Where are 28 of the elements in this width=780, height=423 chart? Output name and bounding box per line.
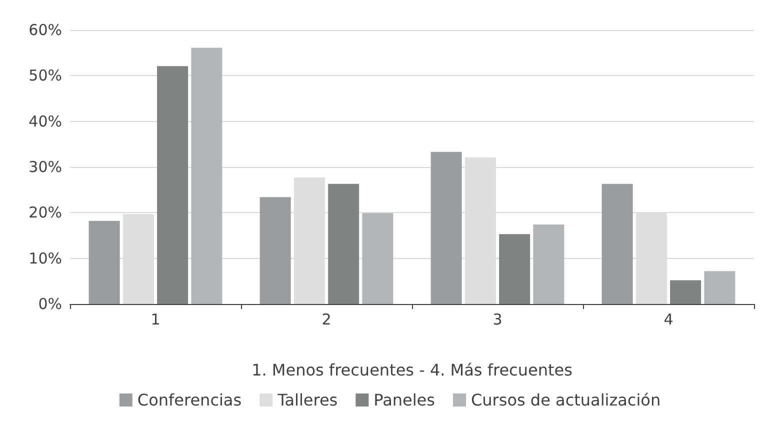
bar [157,66,188,304]
legend-label: Talleres [276,390,338,410]
y-tick-label: 20% [28,204,62,222]
x-axis-title: 1. Menos frecuentes - 4. Más frecuentes [252,360,572,380]
y-tick-label: 40% [28,112,62,130]
y-tick-label: 10% [28,249,62,268]
x-tick-label: 1 [150,310,160,328]
bar [602,184,633,304]
x-tick-label: 4 [664,310,674,328]
y-tick-label: 50% [28,66,62,85]
y-tick-label: 60% [28,21,62,39]
y-tick-label: 30% [28,158,62,176]
bar [328,184,360,304]
bar [260,197,291,304]
x-tick-label: 3 [492,310,502,328]
bar [362,213,394,304]
x-tick-label: 2 [322,310,332,328]
legend-label: Cursos de actualización [470,390,661,410]
bar [88,220,120,304]
bar [191,48,222,304]
bar [533,224,564,304]
bar [670,280,702,304]
y-tick-label: 0% [38,295,62,313]
legend-label: Conferencias [137,390,242,410]
bar [704,271,736,304]
bar [430,152,462,304]
bar [499,234,530,304]
legend-label: Paneles [374,390,435,410]
